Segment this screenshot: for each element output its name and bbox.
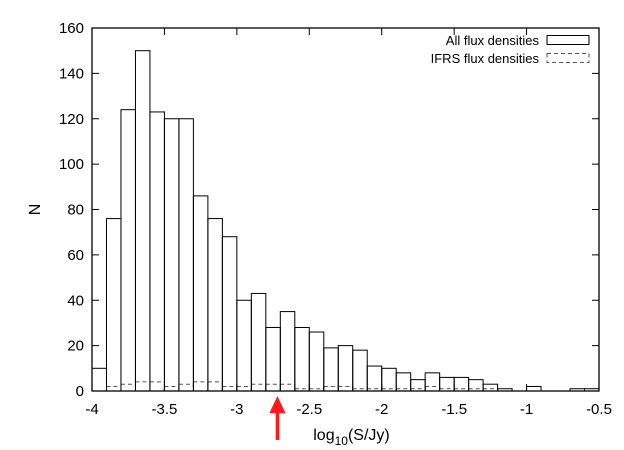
ifrs-flux-bar — [105, 385, 122, 392]
arrow-head — [269, 396, 286, 413]
legend-key-all-flux — [546, 35, 590, 45]
all-flux-bar — [279, 311, 296, 392]
x-tick-label: -1.5 — [441, 401, 467, 418]
ifrs-flux-bar — [323, 385, 339, 392]
ifrs-flux-bar — [265, 383, 281, 392]
x-axis-label-suffix: (S/Jy) — [348, 427, 390, 444]
all-flux-bar — [221, 236, 238, 392]
x-tick-label: -3.5 — [151, 401, 177, 418]
all-flux-bar — [192, 195, 209, 392]
all-flux-bar — [526, 385, 542, 392]
all-flux-bar — [323, 347, 339, 392]
legend-label-all-flux: All flux densities — [446, 33, 540, 48]
all-flux-bar — [250, 292, 267, 392]
ifrs-flux-bar — [134, 381, 151, 392]
y-axis-label: N — [27, 204, 44, 216]
y-tick-label: 20 — [67, 338, 84, 355]
ifrs-flux-bar — [149, 381, 165, 392]
all-flux-bars-group — [91, 50, 600, 392]
all-flux-bar — [134, 50, 151, 392]
all-flux-bar — [91, 367, 107, 392]
x-tick-label: -1 — [520, 401, 533, 418]
y-tick-label: 120 — [59, 111, 84, 128]
x-tick-label: -2.5 — [296, 401, 322, 418]
all-flux-bar — [178, 118, 194, 392]
all-flux-bar — [410, 379, 426, 392]
all-flux-bar — [163, 118, 180, 392]
all-flux-bar — [105, 218, 122, 392]
y-tick-labels: 0 20 40 60 80 100 120 140 160 — [59, 20, 84, 400]
all-flux-bar — [265, 326, 281, 392]
y-tick-label: 0 — [76, 383, 84, 400]
x-axis-label-subscript: 10 — [335, 434, 349, 448]
all-flux-bar — [207, 218, 223, 392]
ifrs-flux-bar — [207, 381, 223, 392]
y-tick-label: 80 — [67, 202, 84, 219]
axis-ticks-group — [91, 27, 600, 392]
x-axis-label-prefix: log — [313, 427, 334, 444]
y-tick-label: 100 — [59, 156, 84, 173]
x-tick-labels: -4 -3.5 -3 -2.5 -2 -1.5 -1 -0.5 — [85, 401, 612, 418]
legend: All flux densities IFRS flux densities — [431, 33, 590, 66]
ifrs-flux-bar — [236, 385, 252, 392]
all-flux-bar — [236, 299, 252, 392]
ifrs-flux-bar — [221, 385, 238, 392]
y-tick-label: 60 — [67, 247, 84, 264]
ifrs-flux-bar — [163, 385, 180, 392]
all-flux-bar — [381, 367, 397, 392]
x-tick-label: -3 — [230, 401, 243, 418]
ifrs-bars-group — [105, 381, 499, 392]
all-flux-bar — [120, 109, 136, 392]
x-tick-label: -4 — [85, 401, 98, 418]
ifrs-flux-bar — [250, 383, 267, 392]
ifrs-flux-bar — [279, 383, 296, 392]
all-flux-bar — [149, 111, 165, 392]
x-tick-label: -2 — [375, 401, 388, 418]
all-flux-bar — [366, 365, 383, 392]
red-arrow-annotation — [269, 396, 286, 440]
ifrs-flux-bar — [120, 383, 136, 392]
ifrs-flux-bar — [192, 381, 209, 392]
all-flux-bar — [337, 345, 354, 392]
x-tick-label: -0.5 — [586, 401, 612, 418]
ifrs-flux-bar — [178, 383, 194, 392]
all-flux-bar — [294, 326, 310, 392]
all-flux-bar — [424, 372, 441, 392]
all-flux-bar — [468, 379, 484, 392]
x-axis-label: log10(S/Jy) — [313, 427, 390, 448]
y-tick-label: 140 — [59, 65, 84, 82]
ifrs-flux-bar — [424, 385, 441, 392]
plot-frame — [91, 27, 600, 392]
all-flux-bar — [308, 331, 325, 392]
all-flux-bar — [482, 383, 499, 392]
ifrs-flux-bar — [337, 385, 354, 392]
y-tick-label: 40 — [67, 292, 84, 309]
legend-key-ifrs-flux — [546, 53, 590, 63]
legend-label-ifrs-flux: IFRS flux densities — [431, 51, 540, 66]
y-tick-label: 160 — [59, 20, 84, 37]
all-flux-bar — [352, 349, 368, 392]
